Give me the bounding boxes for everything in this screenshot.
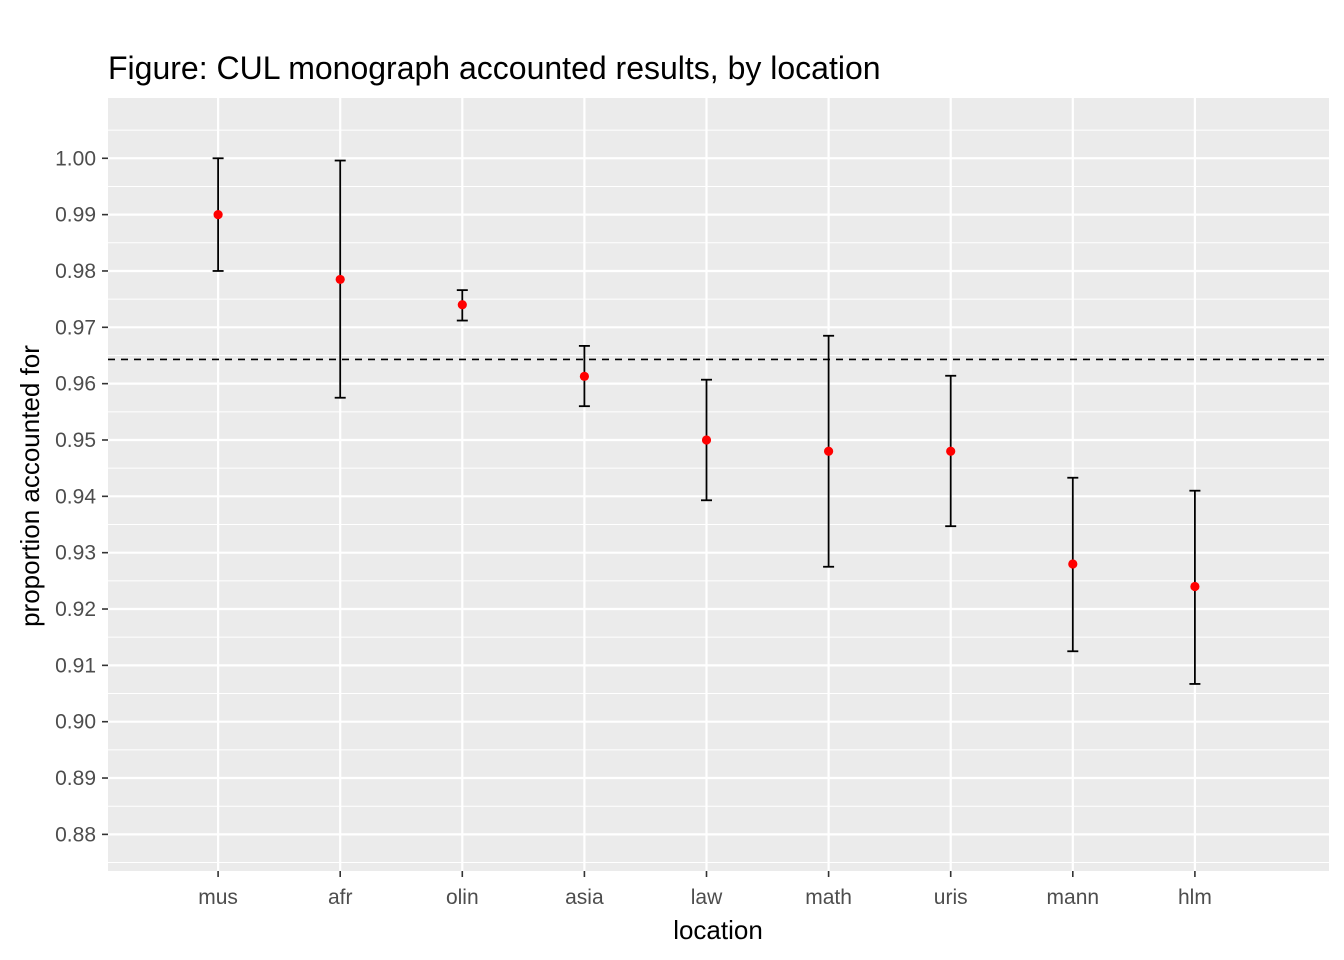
- x-tick-label: mann: [1047, 886, 1100, 909]
- x-tick-label: hlm: [1178, 886, 1212, 909]
- x-tick-label: olin: [446, 886, 479, 909]
- x-tick-label: uris: [934, 886, 968, 909]
- y-tick-label: 0.95: [55, 429, 96, 452]
- minor-gridlines: [108, 129, 1329, 864]
- y-tick-label: 0.97: [55, 316, 96, 339]
- data-point: [457, 300, 467, 310]
- y-tick-label: 0.91: [55, 654, 96, 677]
- data-point: [1190, 581, 1200, 592]
- y-tick-label: 0.90: [55, 711, 96, 734]
- y-tick-label: 0.93: [55, 542, 96, 565]
- x-tick-label: law: [691, 886, 723, 909]
- y-tick-label: 0.99: [55, 204, 96, 227]
- data-point: [946, 446, 956, 456]
- data-point: [701, 435, 712, 445]
- x-tick-label: asia: [565, 886, 604, 909]
- data-point: [824, 446, 834, 456]
- y-tick-label: 0.96: [55, 373, 96, 396]
- data-point: [1068, 559, 1078, 569]
- data-points: [213, 210, 1200, 592]
- y-axis-ticks: 1.00 0.99 0.98 0.97 0.96 0.95 0.94 0.93 0.92 0.91…: [55, 147, 108, 846]
- y-tick-label: 0.98: [55, 260, 96, 283]
- data-point: [213, 210, 223, 220]
- x-tick-label: math: [805, 886, 852, 909]
- y-tick-label: 0.89: [55, 767, 96, 790]
- chart-title: Figure: CUL monograph accounted results,…: [108, 50, 881, 86]
- data-point: [579, 371, 590, 381]
- plot-panel: [108, 98, 1329, 871]
- data-point: [335, 274, 345, 285]
- x-axis-title: location: [673, 915, 763, 945]
- y-tick-label: 1.00: [55, 147, 96, 170]
- y-tick-label: 0.92: [55, 598, 96, 621]
- x-tick-label: mus: [198, 886, 238, 909]
- x-tick-label: afr: [328, 886, 353, 909]
- y-tick-label: 0.88: [55, 823, 96, 846]
- x-axis-ticks: mus afr olin asia law math uris mann hlm: [198, 871, 1212, 909]
- y-axis-title: proportion accounted for: [15, 345, 45, 627]
- y-tick-label: 0.94: [55, 485, 96, 508]
- major-gridlines: [108, 98, 1329, 871]
